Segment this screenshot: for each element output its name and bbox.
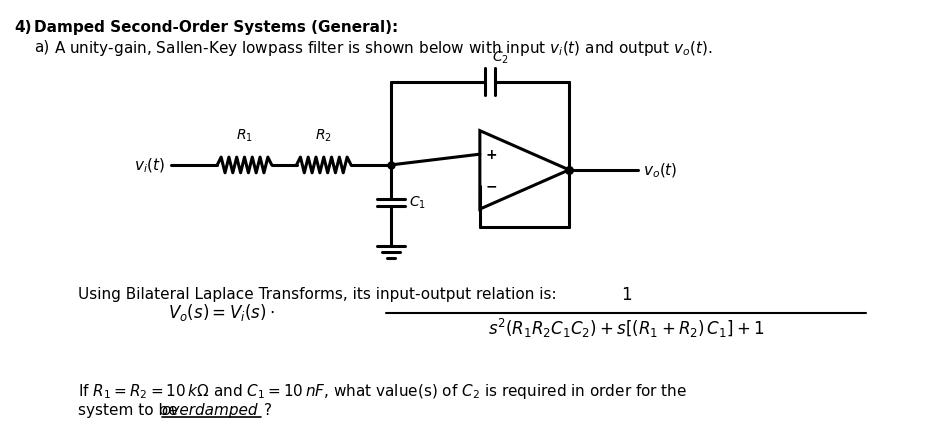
- Text: A unity-gain, Sallen-Key lowpass filter is shown below with input $v_i(t)$ and o: A unity-gain, Sallen-Key lowpass filter …: [54, 39, 712, 58]
- Text: $R_2$: $R_2$: [315, 128, 332, 144]
- Text: ?: ?: [263, 402, 272, 417]
- Text: $C_1$: $C_1$: [408, 195, 425, 211]
- Text: −: −: [486, 179, 497, 193]
- Text: Damped Second-Order Systems (General):: Damped Second-Order Systems (General):: [34, 20, 398, 35]
- Text: system to be: system to be: [79, 402, 183, 417]
- Text: overdamped: overdamped: [161, 402, 258, 417]
- Text: If $R_1 = R_2 = 10\, k\Omega$ and $C_1 = 10\, nF$, what value(s) of $C_2$ is req: If $R_1 = R_2 = 10\, k\Omega$ and $C_1 =…: [79, 381, 687, 400]
- Text: a): a): [34, 39, 49, 55]
- Text: $R_1$: $R_1$: [235, 128, 253, 144]
- Text: 1: 1: [620, 285, 630, 303]
- Text: 4): 4): [14, 20, 32, 35]
- Text: $v_i(t)$: $v_i(t)$: [133, 156, 164, 175]
- Text: $v_o(t)$: $v_o(t)$: [642, 161, 677, 180]
- Text: Using Bilateral Laplace Transforms, its input-output relation is:: Using Bilateral Laplace Transforms, its …: [79, 286, 556, 301]
- Text: $C_2$: $C_2$: [491, 49, 508, 66]
- Text: $s^2(R_1 R_2 C_1 C_2) + s[(R_1 + R_2)\, C_1] + 1$: $s^2(R_1 R_2 C_1 C_2) + s[(R_1 + R_2)\, …: [488, 316, 764, 339]
- Text: $V_o(s) = V_i(s) \cdot$: $V_o(s) = V_i(s) \cdot$: [168, 301, 273, 322]
- Text: +: +: [486, 148, 497, 162]
